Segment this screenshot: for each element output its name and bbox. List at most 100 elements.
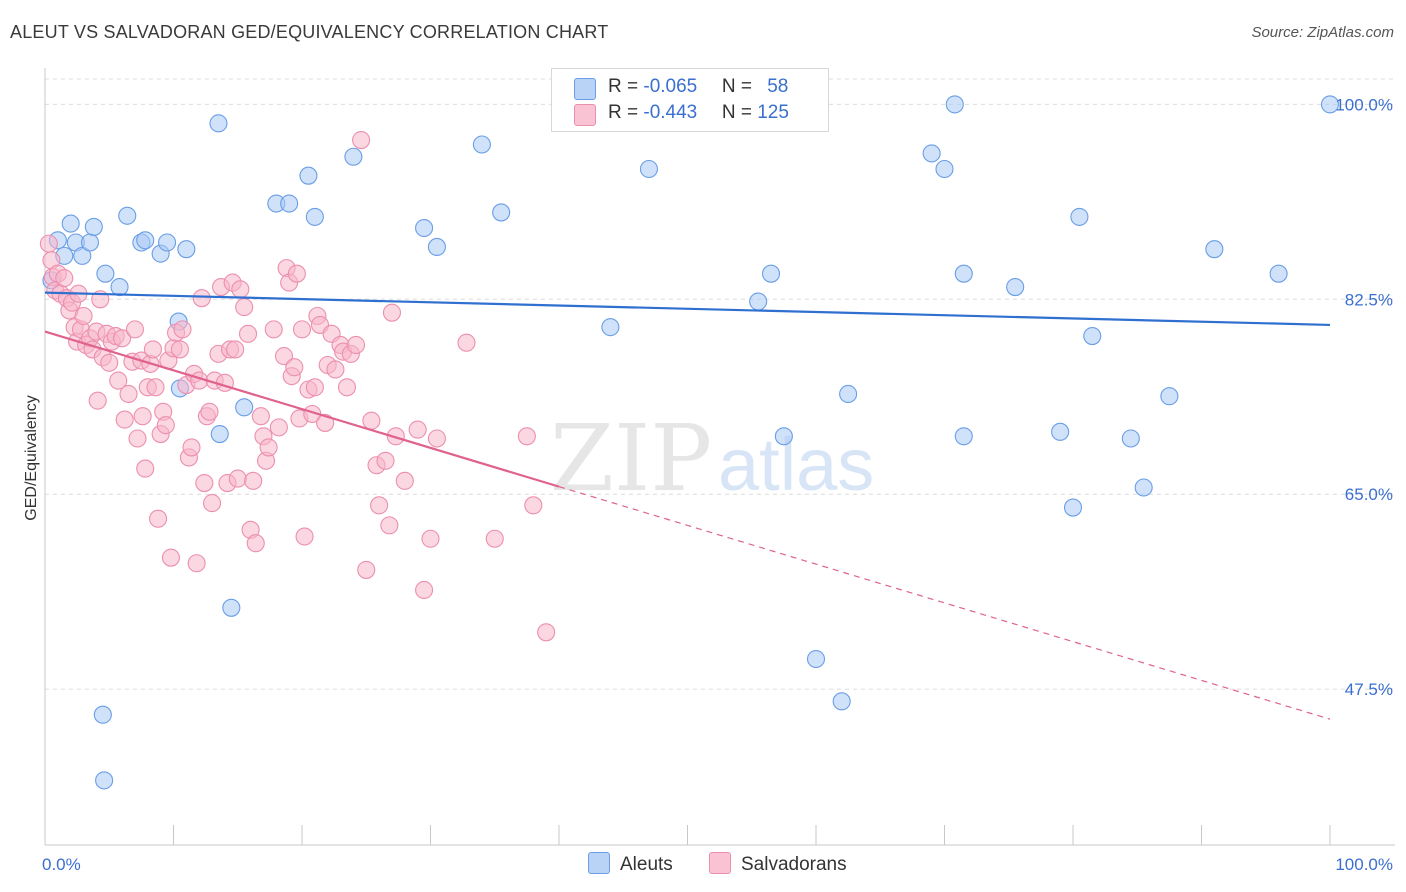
bottom-legend-swatch-aleuts	[588, 852, 610, 874]
salvadoran-point	[269, 418, 288, 437]
legend-n-value: 58	[767, 76, 789, 97]
salvadoran-point	[146, 378, 165, 397]
salvadoran-point	[292, 320, 312, 339]
salvadoran-point	[173, 320, 192, 339]
aleut-point	[158, 233, 177, 252]
aleut-point	[1269, 264, 1288, 283]
bottom-legend-swatch-salvadorans	[709, 852, 731, 874]
y-tick-label: 82.5%	[1345, 290, 1393, 309]
legend-n-value: 125	[757, 102, 789, 123]
watermark-atlas: atlas	[718, 423, 874, 506]
salvadoran-point	[382, 303, 402, 322]
legend-r-label: R =	[608, 76, 644, 97]
salvadoran-point	[231, 280, 250, 299]
salvadoran-point	[305, 378, 324, 397]
salvadoran-point	[357, 560, 376, 579]
aleut-point	[639, 159, 659, 179]
salvadoran-point	[235, 298, 254, 317]
aleut-point	[299, 166, 318, 185]
salvadoran-point	[457, 333, 476, 352]
salvadoran-point	[326, 360, 345, 379]
aleut-point	[73, 246, 92, 265]
legend-n-label: N =	[721, 102, 758, 123]
y-tick-label: 65.0%	[1345, 485, 1393, 504]
aleut-point	[1121, 429, 1140, 448]
salvadoran-point	[517, 427, 536, 446]
aleut-point	[110, 278, 129, 297]
aleut-point	[61, 214, 80, 233]
aleut-point	[1070, 207, 1089, 226]
legend-swatch-aleuts	[574, 78, 596, 100]
aleut-point	[1160, 387, 1179, 406]
trend-layer	[44, 291, 1331, 720]
salvadoran-point	[287, 264, 306, 283]
salvadoran-point	[421, 529, 440, 548]
aleut-point	[922, 144, 941, 163]
legend-r-label: R =	[608, 102, 644, 123]
salvadoran-point	[376, 451, 395, 470]
aleut-point	[84, 217, 103, 236]
salvadoran-point	[228, 469, 247, 488]
legend-r-value: -0.443	[643, 102, 698, 123]
salvadoran-point	[259, 438, 278, 457]
salvadoran-point	[195, 474, 214, 493]
salvadoran-point	[285, 358, 304, 377]
salvadoran-point	[192, 289, 211, 308]
salvadoran-point	[408, 420, 427, 439]
aleut-point	[935, 159, 954, 179]
aleut-point	[492, 203, 511, 222]
salvadoran-point	[125, 320, 144, 339]
labels-layer: 100.0% 82.5% 65.0% 47.5% 0.0% 100.0% GED/Equiv…	[23, 95, 1393, 874]
y-tick-label: 100.0%	[1335, 95, 1393, 114]
salvadoran-point	[161, 548, 180, 567]
aleut-point	[774, 427, 793, 446]
trend-line-solid-salvadorans	[44, 330, 560, 488]
salvadoran-point	[537, 623, 556, 642]
bottom-legend-label-salvadorans: Salvadorans	[741, 854, 847, 875]
watermark: ZIP atlas	[550, 405, 874, 512]
y-tick-label: 47.5%	[1345, 680, 1393, 699]
aleut-point	[839, 384, 858, 404]
legend-r-value: -0.065	[643, 76, 698, 97]
aleut-point	[472, 135, 491, 154]
salvadoran-point	[415, 580, 434, 600]
legend-text-salvadorans: R = -0.443 N = 125	[608, 102, 789, 124]
salvadoran-point	[226, 340, 245, 359]
salvadoran-point	[380, 516, 399, 535]
aleut-point	[95, 771, 114, 790]
salvadoran-point	[170, 340, 189, 359]
legend-swatch-salvadorans	[574, 104, 596, 126]
legend-text-aleuts: R = -0.065 N = 58	[608, 76, 788, 98]
salvadoran-point	[136, 459, 155, 478]
legend: R = -0.065 N = 58 R = -0.443 N = 125	[551, 68, 829, 132]
salvadoran-point	[119, 384, 138, 404]
salvadoran-point	[39, 234, 58, 253]
aleut-point	[954, 427, 973, 446]
salvadoran-point	[352, 130, 371, 150]
aleut-point	[415, 218, 434, 238]
aleut-point	[222, 598, 241, 617]
x-tick-label: 100.0%	[1335, 855, 1393, 874]
salvadoran-point	[133, 407, 152, 426]
salvadoran-point	[74, 306, 93, 326]
aleut-point	[806, 649, 826, 669]
aleut-point	[305, 207, 324, 226]
bottom-legend-salvadorans: Salvadorans	[709, 852, 847, 876]
aleut-point	[235, 398, 254, 417]
aleut-point	[1051, 422, 1070, 441]
aleut-point	[1063, 498, 1083, 517]
salvadoran-point	[149, 509, 168, 528]
salvadoran-point	[274, 347, 294, 366]
aleut-point	[832, 692, 851, 711]
aleut-point	[1006, 278, 1025, 297]
aleut-point	[118, 206, 137, 225]
salvadoran-point	[362, 411, 381, 430]
aleut-point	[93, 705, 112, 724]
salvadoran-point	[113, 329, 132, 348]
salvadoran-point	[485, 529, 504, 548]
watermark-zip: ZIP	[550, 405, 712, 512]
salvadoran-point	[395, 471, 414, 490]
aleut-point	[1320, 95, 1340, 114]
aleut-point	[601, 318, 620, 337]
